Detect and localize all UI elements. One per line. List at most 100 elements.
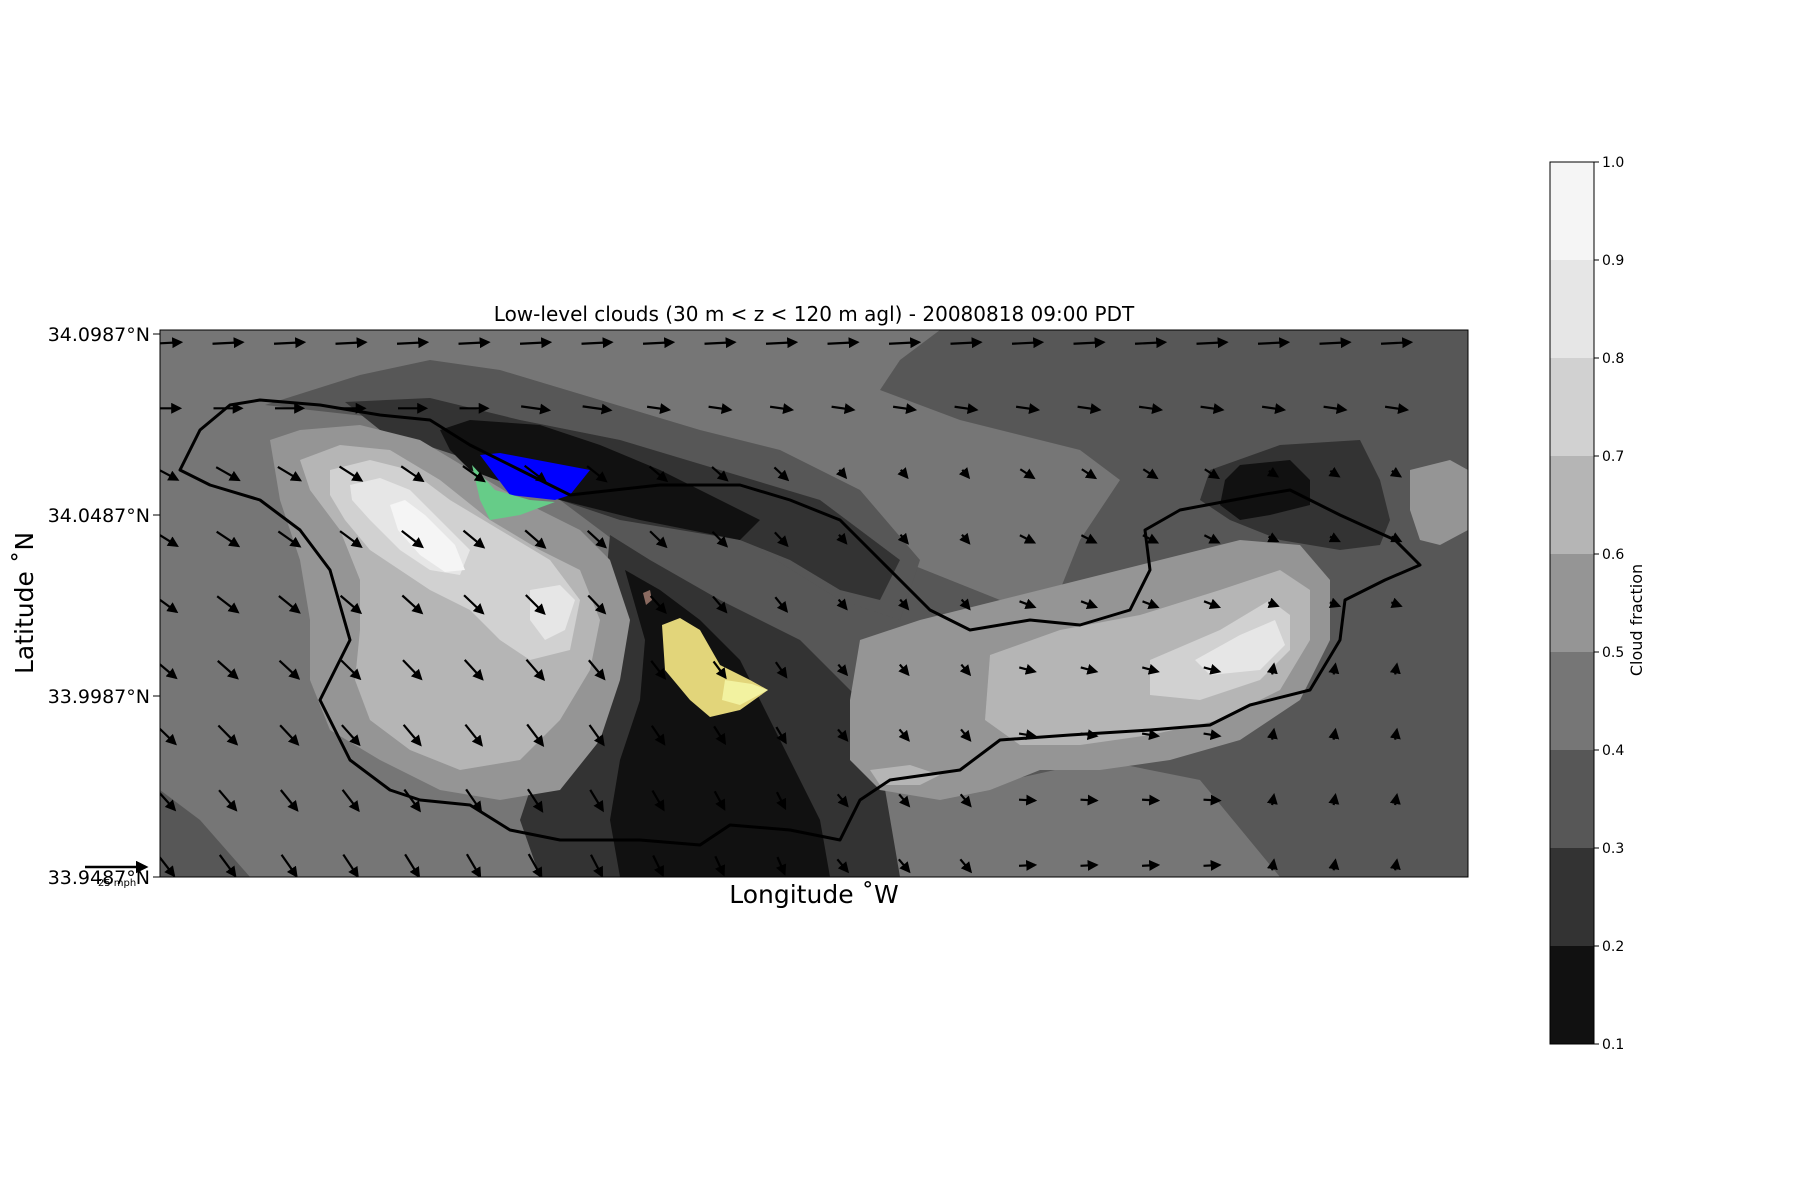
wind-vector [898,663,910,677]
wind-vector [586,465,608,483]
wind-vector [959,598,971,611]
wind-vector [1080,663,1099,675]
colorbar-band [1550,750,1594,848]
axes-frame [159,329,1469,878]
wind-vector [1080,533,1098,544]
colorbar-band [1550,162,1594,260]
wind-vector [1018,729,1038,741]
quiver-key-label: 25 mph [98,878,136,889]
wind-vector [527,853,543,877]
wind-vector [958,467,971,480]
colorbar-frame [1549,161,1595,1045]
colorbar-tick-label: 0.4 [1602,743,1624,759]
wind-vector [160,533,179,547]
wind-vector [1203,729,1222,741]
wind-vector [642,337,676,349]
wind-vector [713,725,727,746]
wind-vector [339,594,363,615]
y-tick-label: 34.0987°N [48,324,150,346]
wind-vector [1328,466,1341,478]
wind-vector [1204,468,1221,480]
wind-vector [898,728,910,742]
wind-vector [525,594,546,615]
wind-vector [1380,337,1414,349]
wind-vector [711,530,729,548]
colorbar-band [1550,260,1594,358]
wind-vector [338,465,364,482]
wind-vector [650,725,666,746]
wind-vector [898,793,911,808]
wind-vector [1203,663,1222,675]
wind-vector [463,659,484,681]
wind-vector [1384,403,1410,415]
wind-vector [465,788,483,813]
wind-vector [160,337,184,349]
colorbar: 0.1 0.2 0.3 0.4 0.5 0.6 0.7 0.8 0.9 1.0 [1549,155,1624,1053]
wind-vector [526,788,544,813]
wind-vector [403,788,421,813]
wind-vector [1018,859,1038,871]
wind-vector [341,789,360,813]
colorbar-band [1550,456,1594,554]
y-tick-label: 33.9487°N [48,867,150,889]
wind-vector [1019,468,1036,480]
wind-vector [959,858,973,874]
wind-vector [217,724,239,746]
anomaly-patch-yellow-light [722,680,768,705]
wind-vector [769,403,795,415]
wind-vector [836,793,849,808]
wind-vector [831,403,856,415]
wind-vector [402,659,423,681]
wind-vector [954,403,979,415]
wind-vector [160,663,178,680]
wind-vector [775,726,787,745]
wind-vector [462,529,486,549]
wind-vector [1019,598,1037,610]
wind-vector [588,659,606,681]
coastline [178,398,1422,847]
wind-vector [1257,337,1291,349]
wind-vector [959,532,971,545]
wind-vector [1138,403,1164,415]
wind-vector [1080,598,1099,610]
wind-vector [523,464,548,483]
wind-vector [277,465,303,482]
wind-vector [836,532,848,545]
wind-vector [650,660,667,680]
wind-vector [1328,727,1340,740]
wind-vector [1328,793,1340,806]
wind-vector [217,660,239,680]
chart-title: Low-level clouds (30 m < z < 120 m agl) … [494,302,1135,326]
y-tick-label: 34.0487°N [48,505,150,527]
wind-vector [1077,403,1102,415]
colorbar-tick-label: 0.8 [1602,351,1624,367]
wind-vector [342,853,359,877]
wind-vector [837,728,849,742]
colorbar-band [1550,848,1594,946]
colorbar-band [1550,652,1594,750]
wind-vector [216,595,240,614]
wind-vector [775,791,787,811]
wind-vector [712,660,727,680]
y-axis-label: Latitude ˚N [10,532,39,674]
wind-vector [1018,794,1038,806]
colorbar-tick-label: 0.9 [1602,253,1624,269]
contour-band-0.1-0.2-ne [1220,460,1310,520]
wind-vector [339,530,363,548]
wind-vector [404,853,421,877]
wind-vector [836,663,849,677]
wind-vector [836,858,850,874]
contour-band-0.8-0.9-west-b [530,585,575,640]
wind-vector [1200,403,1225,415]
wind-vector [1018,663,1037,675]
wind-vector [278,659,301,680]
colorbar-band [1550,554,1594,652]
colorbar-tick-label: 0.1 [1602,1037,1624,1053]
wind-vector [278,595,301,614]
wind-vector [959,663,972,677]
wind-vector [277,530,302,548]
contour-band-0.5-0.6-ne [1410,460,1468,545]
wind-vector [218,789,238,812]
wind-vector [218,854,237,877]
wind-vector [1267,597,1280,608]
